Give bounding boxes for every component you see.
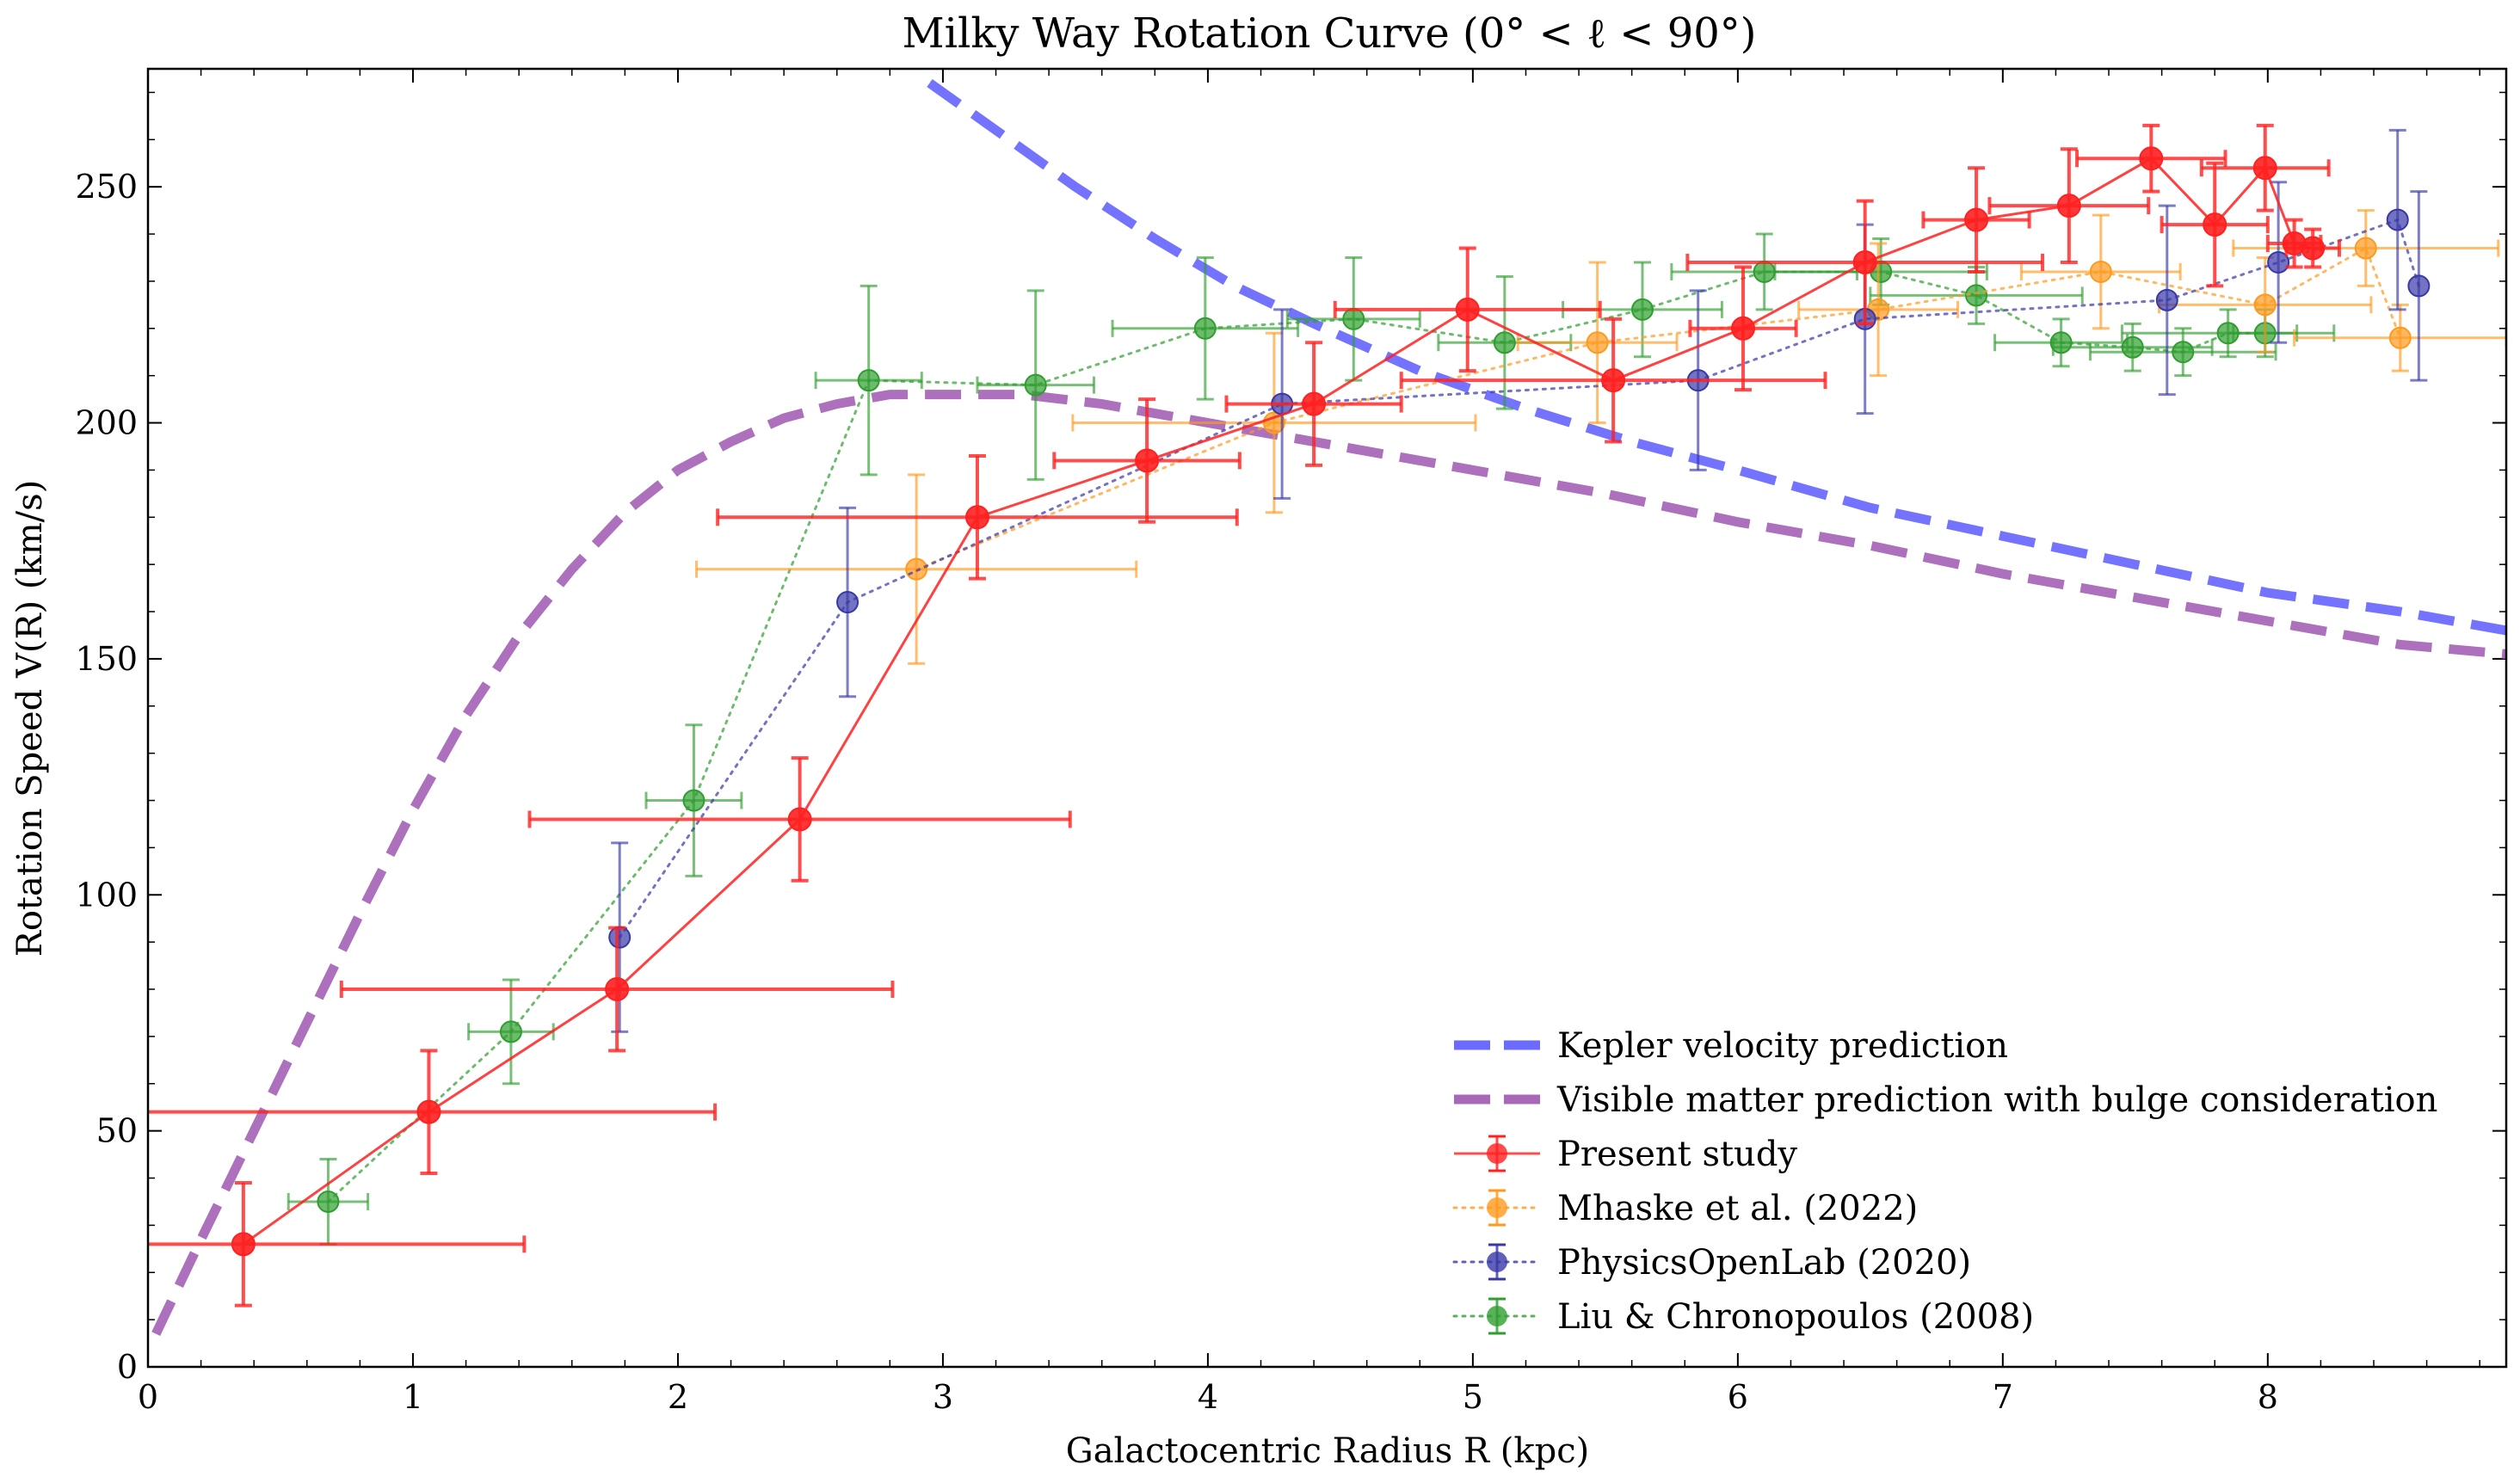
data-point	[1753, 260, 1776, 283]
data-point	[416, 1099, 441, 1124]
data-point	[787, 807, 812, 832]
axis-ticks: 0 1 2 3 4 5 6 7 8 0 50 100 150 200 250	[75, 69, 2506, 1416]
series-line	[915, 246, 2402, 571]
data-point	[1630, 298, 1654, 321]
series-1	[695, 209, 2506, 665]
data-point	[2089, 260, 2112, 283]
data-point	[905, 557, 928, 581]
data-point	[2121, 335, 2144, 359]
data-point	[1852, 249, 1877, 274]
data-point	[317, 1190, 340, 1213]
x-tick-label: 2	[668, 1378, 688, 1416]
data-point	[1024, 373, 1047, 397]
data-point	[1135, 448, 1160, 473]
data-point	[1964, 207, 1989, 232]
legend-marker	[1487, 1197, 1507, 1218]
x-tick-label: 0	[138, 1378, 158, 1416]
legend-marker	[1487, 1252, 1507, 1272]
y-tick-label: 0	[117, 1348, 138, 1386]
data-point	[1601, 368, 1626, 393]
data-point	[2388, 326, 2412, 349]
legend-label: Visible matter prediction with bulge con…	[1556, 1080, 2437, 1120]
x-tick-label: 5	[1463, 1378, 1483, 1416]
data-point	[231, 1232, 256, 1257]
data-point	[2301, 236, 2326, 261]
data-point	[2386, 208, 2409, 231]
data-point	[2155, 288, 2178, 311]
data-point	[2172, 341, 2195, 364]
y-tick-label: 50	[96, 1112, 138, 1150]
legend-label: Mhaske et al. (2022)	[1557, 1189, 1918, 1228]
data-point	[2253, 293, 2277, 317]
visible-matter-curve	[151, 390, 2506, 1336]
x-axis-label: Galactocentric Radius R (kpc)	[1066, 1431, 1590, 1471]
data-point	[1455, 297, 1480, 322]
kepler-curve	[927, 79, 2506, 636]
data-point	[1262, 411, 1285, 434]
chart-title: Milky Way Rotation Curve (0° < ℓ < 90°)	[902, 9, 1756, 58]
x-tick-label: 4	[1198, 1378, 1218, 1416]
y-tick-label: 200	[75, 404, 138, 442]
data-point	[1302, 391, 1327, 416]
data-point	[1731, 316, 1756, 341]
data-point	[1193, 317, 1217, 340]
data-point	[2056, 194, 2081, 218]
data-point	[2407, 274, 2431, 298]
y-axis-label: Rotation Speed V(R) (km/s)	[10, 480, 50, 957]
legend-marker	[1487, 1306, 1507, 1326]
series-0	[148, 123, 2341, 1308]
data-series	[148, 123, 2506, 1308]
legend-label: Liu & Chronopoulos (2008)	[1557, 1297, 2034, 1337]
series-line	[618, 218, 2420, 939]
data-point	[1493, 331, 1516, 354]
data-point	[857, 369, 880, 392]
data-point	[608, 926, 632, 949]
x-tick-label: 1	[403, 1378, 423, 1416]
y-tick-label: 250	[75, 168, 138, 206]
legend-label: PhysicsOpenLab (2020)	[1557, 1243, 1971, 1283]
data-point	[2267, 250, 2290, 274]
data-point	[964, 505, 989, 530]
legend-label: Kepler velocity prediction	[1557, 1026, 2008, 1066]
data-point	[2203, 212, 2227, 237]
y-tick-label: 150	[75, 640, 138, 678]
data-point	[1965, 284, 1988, 307]
x-tick-label: 7	[1993, 1378, 2013, 1416]
data-point	[1342, 307, 1365, 330]
x-tick-label: 8	[2258, 1378, 2278, 1416]
legend: Kepler velocity prediction Visible matter…	[1452, 1026, 2437, 1337]
data-point	[2139, 146, 2164, 171]
data-point	[605, 977, 630, 1002]
legend-marker	[1487, 1143, 1507, 1164]
x-tick-label: 3	[933, 1378, 953, 1416]
data-point	[1586, 331, 1609, 354]
prediction-curves	[151, 79, 2506, 1336]
data-point	[682, 789, 705, 812]
y-tick-label: 100	[75, 876, 138, 914]
data-point	[836, 591, 860, 614]
legend-label: Present study	[1557, 1135, 1797, 1174]
plot-frame	[146, 67, 2508, 1369]
data-point	[2354, 237, 2377, 260]
series-3	[287, 232, 2336, 1246]
data-point	[499, 1020, 522, 1043]
series-line	[243, 157, 2314, 1246]
data-point	[2252, 156, 2277, 181]
x-tick-label: 6	[1728, 1378, 1748, 1416]
